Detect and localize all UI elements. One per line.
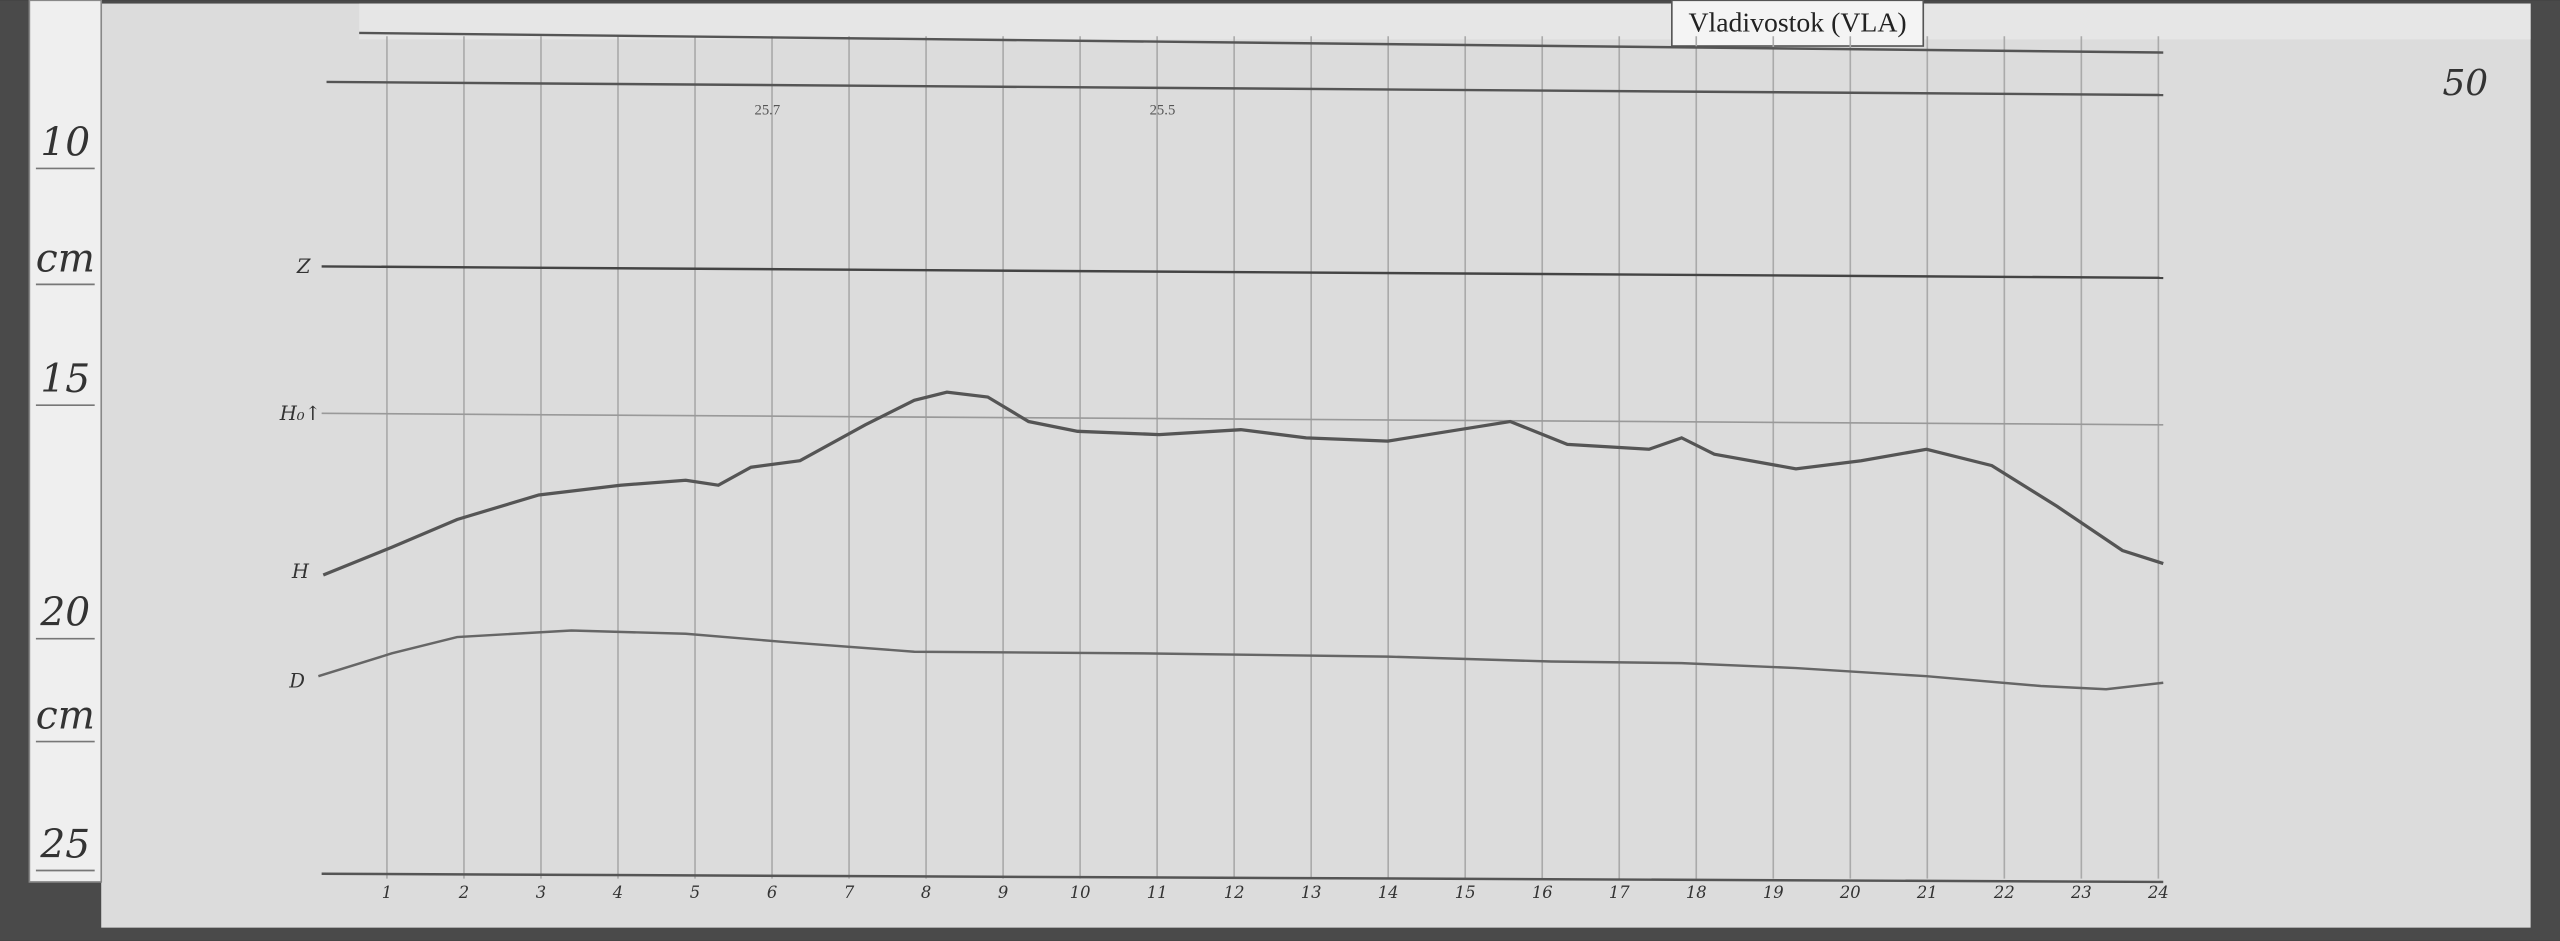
hour-label: 14 <box>1378 883 1399 902</box>
z-trace <box>321 265 2164 280</box>
trace-label: H <box>291 560 310 583</box>
hour-label: 10 <box>1070 883 1091 902</box>
hour-label: 1 <box>382 883 392 902</box>
hour-label: 21 <box>1916 883 1938 902</box>
baseline-second <box>326 80 2164 97</box>
hour-label: 2 <box>458 883 469 902</box>
hour-label: 7 <box>844 883 855 902</box>
baseline-value: 25.7 <box>754 103 780 119</box>
hour-labels: 1 2 3 4 5 6 7 8 9 10 11 12 13 14 15 16 17 18 19 20 21 22 23 24 <box>382 883 2169 902</box>
hour-label: 12 <box>1224 883 1245 902</box>
baseline-value: 25.5 <box>1150 103 1176 119</box>
hour-label: 18 <box>1686 883 1707 902</box>
trace-label: H₀↑ <box>279 402 321 425</box>
hour-label: 4 <box>612 883 623 902</box>
hour-label: 8 <box>921 883 931 902</box>
hour-label: 19 <box>1763 883 1784 902</box>
top-strip <box>359 3 2531 40</box>
hour-label: 20 <box>1839 883 1861 902</box>
hour-label: 23 <box>2070 883 2092 902</box>
station-box <box>1671 0 1925 47</box>
ruler-label: 25 <box>39 822 90 867</box>
hour-label: 13 <box>1301 883 1322 902</box>
hour-grid <box>386 36 2160 879</box>
ruler-label: cm <box>36 236 95 281</box>
paper-sheet <box>101 3 2531 928</box>
ruler-label: 10 <box>40 120 90 165</box>
hour-label: 9 <box>998 883 1008 902</box>
hour-label: 3 <box>536 883 546 902</box>
h-trace <box>322 390 2164 577</box>
ruler-label: cm <box>36 693 95 738</box>
trace-label: Z <box>296 255 311 278</box>
trace-label: D <box>288 670 305 693</box>
hour-label: 15 <box>1455 883 1476 902</box>
station-name: Vladivostok (VLA) <box>1688 7 1906 38</box>
hour-label: 11 <box>1147 883 1168 902</box>
hour-label: 24 <box>2147 883 2169 902</box>
hour-label: 22 <box>1993 883 2015 902</box>
ruler-labels: 10 cm 15 20 cm 25 <box>36 120 95 872</box>
hour-label: 6 <box>767 883 777 902</box>
baseline-top <box>359 31 2164 54</box>
h0-baseline <box>321 412 2164 426</box>
d-trace <box>318 629 2164 691</box>
hour-label: 17 <box>1609 883 1630 902</box>
ruler <box>28 0 103 883</box>
time-axis <box>321 872 2164 884</box>
ruler-label: 20 <box>39 591 90 636</box>
hour-label: 5 <box>690 883 700 902</box>
sheet-number: 50 <box>2442 63 2488 104</box>
ruler-label: 15 <box>40 357 90 402</box>
hour-label: 16 <box>1532 883 1553 902</box>
